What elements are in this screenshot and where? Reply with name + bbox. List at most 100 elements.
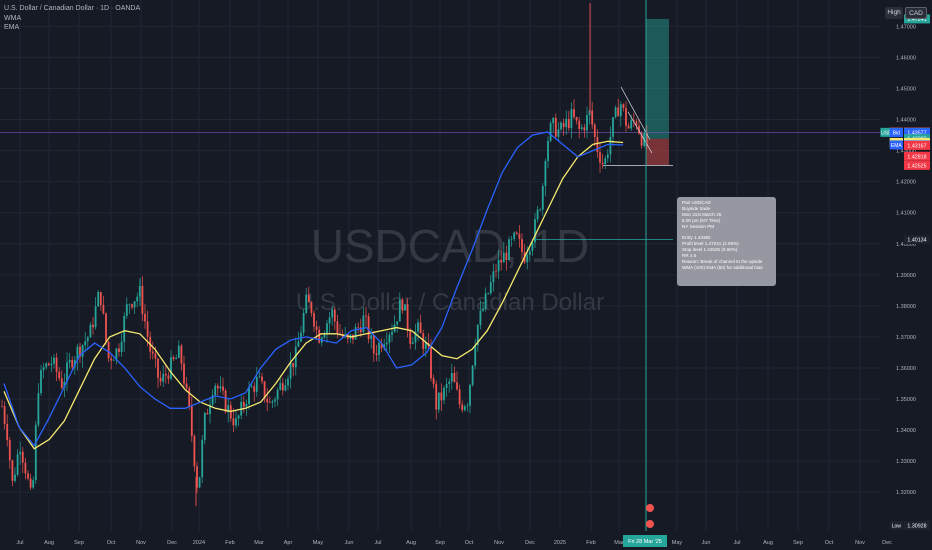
- candle-body: [450, 373, 453, 382]
- candle-body: [110, 358, 113, 361]
- y-tick-label: 1.33000: [896, 459, 916, 465]
- indicator-ema-label[interactable]: EMA: [4, 24, 20, 31]
- candle-body: [417, 322, 419, 332]
- candle-body: [214, 385, 217, 396]
- x-tick-label: Sep: [74, 540, 84, 546]
- y-tick-label: 1.36000: [896, 366, 916, 372]
- candle-body: [323, 334, 326, 338]
- candle-body: [362, 315, 365, 333]
- candle-body: [435, 383, 438, 410]
- candle-body: [123, 316, 126, 342]
- price-value-text: 1.43577: [907, 131, 926, 137]
- high-button[interactable]: High: [885, 7, 903, 19]
- candle-body: [541, 186, 544, 210]
- candle-body: [157, 358, 159, 378]
- candle-body: [573, 109, 575, 118]
- price-tag-text: Low: [892, 523, 902, 529]
- trade-note-callout[interactable]: Pair USDCAD Buyside trade Mon 31st March 2…: [677, 197, 776, 286]
- candle-body: [42, 367, 45, 371]
- price-scale: 1.47000 1.46000 1.45000 1.44000 1.43000 1.420…: [880, 0, 932, 550]
- candle-body: [307, 294, 310, 303]
- candle-body: [411, 342, 414, 344]
- note-line: Pair USDCAD: [682, 200, 711, 205]
- profit-zone: [646, 18, 669, 139]
- candle-body: [627, 125, 630, 129]
- candle-body: [565, 119, 568, 128]
- note-line: RR 4.5: [682, 253, 697, 259]
- candle-body: [268, 402, 271, 403]
- x-tick-label: 2024: [193, 540, 205, 546]
- candle-body: [466, 405, 469, 407]
- candle-body: [549, 123, 552, 141]
- price-scale-bg: [880, 0, 932, 550]
- candle-body: [630, 120, 633, 129]
- candle-body: [625, 108, 627, 126]
- x-tick-label: Dec: [167, 540, 177, 546]
- price-value-text: 1.40134: [907, 238, 926, 244]
- candle-body: [266, 398, 269, 403]
- price-value-bg: [904, 235, 930, 245]
- x-tick-label: Mar: [614, 540, 624, 546]
- candle-body: [593, 124, 596, 137]
- price-tag-bg: [889, 520, 903, 530]
- x-tick-label: Sep: [793, 540, 803, 546]
- candle-body: [331, 309, 334, 318]
- candle-body: [482, 308, 484, 311]
- candle-body: [125, 304, 128, 317]
- candle-body: [370, 335, 373, 340]
- candle-body: [84, 341, 87, 346]
- candle-body: [372, 335, 375, 354]
- candle-body: [575, 117, 578, 121]
- candle-body: [92, 324, 94, 328]
- note-line: NY Session PM: [682, 223, 715, 229]
- price-value-text: 1.43167: [907, 143, 926, 149]
- candle-body: [198, 477, 201, 488]
- currency-button[interactable]: CAD: [905, 7, 927, 19]
- candle-body: [245, 403, 248, 407]
- ma-line-ema: [3, 131, 624, 447]
- price-label: 1.40134: [904, 235, 930, 245]
- candle-body: [437, 392, 440, 410]
- candle-body: [261, 376, 263, 382]
- candle-body: [37, 393, 40, 425]
- price-tag-bg: [889, 128, 903, 138]
- candle-body: [203, 412, 206, 440]
- crosshair-date-label: Fri 28 Mar '25: [628, 539, 662, 545]
- candle-body: [414, 331, 417, 343]
- candle-body: [133, 301, 136, 308]
- candle-body: [258, 376, 261, 378]
- candle-body: [487, 293, 490, 294]
- price-label: 1.42818: [904, 151, 930, 161]
- indicator-wma-label[interactable]: WMA: [4, 15, 22, 22]
- candle-body: [151, 351, 154, 354]
- candle-body: [497, 259, 500, 272]
- candle-body: [302, 313, 305, 333]
- candle-body: [164, 373, 167, 376]
- candle-body: [375, 353, 378, 355]
- price-label: 1.43167: [904, 140, 930, 150]
- candle-body: [396, 321, 399, 325]
- candle-body: [313, 313, 315, 327]
- candle-body: [170, 357, 172, 379]
- x-tick-label: May: [672, 540, 683, 546]
- x-tick-label: Feb: [225, 540, 234, 546]
- candle-body: [185, 383, 188, 388]
- x-tick-label: Jul: [374, 540, 381, 546]
- x-tick-label: 2025: [554, 540, 566, 546]
- event-marker: [646, 520, 654, 528]
- y-tick-label: 1.39000: [896, 273, 916, 279]
- candle-body: [544, 161, 547, 187]
- candle-body: [68, 360, 71, 363]
- candle-body: [430, 346, 432, 379]
- candle-body: [89, 324, 92, 338]
- candle-body: [526, 255, 529, 263]
- x-tick-label: Oct: [825, 540, 834, 546]
- grid-lines: [0, 0, 888, 531]
- candle-body: [287, 378, 289, 386]
- candle-body: [471, 365, 474, 385]
- y-tick-label: 1.43000: [896, 149, 916, 155]
- candle-body: [71, 360, 74, 368]
- candle-body: [463, 406, 466, 411]
